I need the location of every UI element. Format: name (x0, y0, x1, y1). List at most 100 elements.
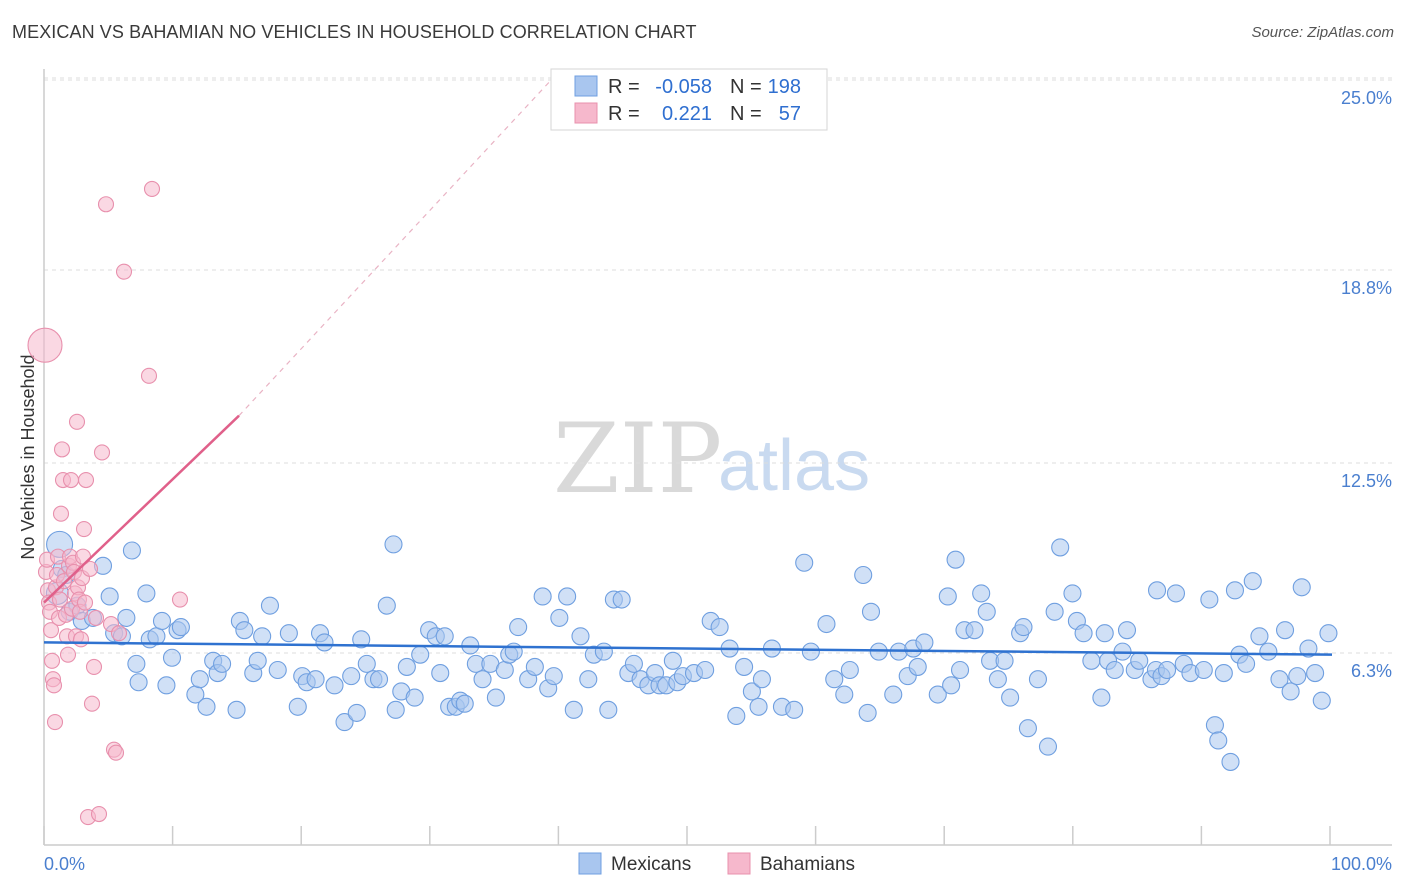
mexican-point (1045, 602, 1064, 621)
trend-lines (43, 414, 1333, 656)
bahamians-points (27, 180, 189, 826)
mexican-point (558, 587, 577, 606)
bahamian-point (76, 594, 94, 611)
mexican-point (1319, 624, 1338, 643)
mexican-point (509, 618, 528, 637)
legend-r-value-pink: 0.221 (662, 103, 712, 125)
mexican-point (352, 630, 371, 649)
bahamian-point (140, 367, 158, 384)
mexican-point (938, 587, 957, 606)
mexican-point (152, 611, 172, 631)
mexican-point (268, 660, 287, 680)
mexican-point (197, 697, 216, 716)
mexican-point (965, 621, 984, 640)
mexican-point (884, 685, 903, 704)
y-tick-label: 25.0% (1341, 88, 1392, 108)
bahamian-point (53, 441, 71, 458)
bahamian-point (52, 505, 70, 522)
bahamian-point (77, 471, 95, 489)
bahamians-trend-line (43, 414, 240, 604)
mexican-point (988, 670, 1007, 689)
mexican-point (977, 602, 996, 621)
mexican-point (342, 667, 361, 686)
mexican-point (946, 550, 965, 569)
bottom-legend: Mexicans Bahamians (578, 852, 855, 875)
bottom-legend-label-bahamians: Bahamians (760, 854, 855, 875)
mexican-point (995, 651, 1014, 670)
mexican-point (127, 654, 146, 673)
bahamian-point (171, 591, 189, 608)
mexican-point (411, 645, 430, 664)
mexican-point (190, 670, 209, 689)
mexican-point (1028, 670, 1047, 689)
mexican-point (157, 676, 176, 695)
mexican-point (735, 657, 754, 676)
bahamian-point (87, 609, 105, 626)
mexican-point (928, 685, 947, 704)
mexican-point (817, 614, 836, 634)
mexican-point (525, 657, 544, 676)
bahamian-point (42, 622, 60, 639)
mexican-point (571, 627, 590, 646)
mexican-point (325, 676, 344, 695)
y-tick-label: 6.3% (1351, 661, 1392, 681)
mexican-point (288, 697, 307, 716)
mexican-point (1038, 737, 1058, 756)
x-tick-label-min: 0.0% (44, 854, 85, 874)
mexican-point (1312, 691, 1331, 710)
bahamian-point (68, 413, 86, 430)
mexican-point (1306, 664, 1325, 683)
mexican-point (1051, 538, 1070, 557)
gridlines (44, 77, 1392, 654)
mexican-point (840, 660, 859, 680)
legend-r-label-pink: R = (608, 103, 640, 125)
bahamian-point (107, 744, 125, 761)
mexican-point (1105, 660, 1124, 680)
bahamian-point (115, 263, 133, 280)
mexican-point (253, 627, 272, 646)
mexican-point (377, 596, 396, 615)
mexican-point (405, 688, 424, 707)
bahamian-point (110, 625, 128, 642)
mexican-point (1214, 664, 1233, 683)
mexican-point (1018, 719, 1037, 738)
mexican-point (455, 694, 474, 713)
mexican-point (306, 670, 325, 689)
mexican-point (435, 627, 454, 646)
mexican-point (117, 608, 136, 627)
bahamian-point (81, 560, 99, 577)
mexican-point (752, 670, 771, 689)
bahamian-point (83, 695, 101, 712)
bahamian-point (51, 591, 69, 608)
bahamian-point (27, 327, 63, 363)
mexican-point (1095, 624, 1114, 643)
legend: R = -0.058 N = 198 R = 0.221 N = 57 (550, 68, 828, 131)
mexican-point (1237, 654, 1256, 673)
mexicans-points (45, 530, 1338, 771)
mexican-point (785, 700, 804, 719)
mexican-point (579, 670, 598, 689)
mexican-point (624, 654, 643, 673)
mexican-point (1117, 621, 1137, 640)
mexican-point (854, 565, 873, 585)
bahamian-point (43, 652, 61, 669)
mexican-point (599, 700, 618, 719)
mexican-point (1209, 731, 1228, 750)
chart-title: MEXICAN VS BAHAMIAN NO VEHICLES IN HOUSE… (12, 22, 697, 42)
legend-n-label-pink: N = (730, 103, 762, 125)
mexican-point (663, 651, 682, 670)
legend-r-label-blue: R = (608, 76, 640, 98)
mexican-point (972, 584, 991, 603)
mexican-point (533, 587, 552, 606)
y-tick-label: 12.5% (1341, 471, 1392, 491)
watermark-atlas: atlas (718, 426, 870, 506)
mexican-point (315, 633, 334, 652)
y-tick-label: 18.8% (1341, 278, 1392, 298)
mexican-point (486, 688, 505, 707)
bahamian-point (45, 677, 63, 694)
mexican-point (1292, 578, 1311, 597)
mexican-point (1092, 688, 1111, 707)
legend-swatch-blue (574, 75, 598, 97)
mexican-point (171, 618, 190, 637)
mexican-point (1259, 642, 1278, 661)
